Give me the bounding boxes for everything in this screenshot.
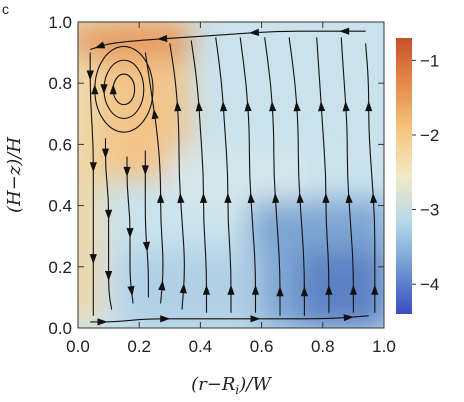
streamline-arrow	[97, 318, 108, 326]
streamline-arrow	[157, 34, 168, 43]
x-axis: 0.0 0.2 0.4 0.6 0.8 1.0	[66, 22, 396, 356]
streamline-arrow	[195, 101, 203, 112]
streamline-arrow	[272, 192, 280, 204]
streamline-arrow	[104, 271, 113, 281]
vortex	[91, 45, 154, 133]
vortex-arrow	[91, 84, 99, 95]
streamline-arrow	[141, 165, 149, 176]
x-tick-label: 1.0	[372, 337, 396, 356]
streamline-arrow	[224, 192, 232, 203]
streamline-arrow	[199, 192, 208, 203]
cold-region	[300, 250, 384, 328]
y-tick-label: 0.8	[48, 74, 72, 93]
streamline-arrow	[101, 148, 110, 159]
streamline-arrow	[127, 285, 135, 297]
streamline-arrow	[345, 192, 353, 204]
streamline-arrow	[325, 284, 333, 295]
streamline-arrow	[322, 192, 330, 203]
y-tick-label: 0.0	[48, 319, 72, 338]
streamline-arrow	[89, 254, 97, 265]
streamline-arrow	[318, 101, 326, 112]
streamline-arrow	[179, 283, 187, 294]
streamline-arrow	[269, 101, 277, 112]
colorbar	[396, 38, 412, 314]
streamline-arrow	[177, 192, 185, 204]
streamline-arrow	[365, 101, 373, 112]
colorbar-tick-label: −3	[420, 201, 439, 220]
streamline-arrow	[86, 70, 94, 81]
streamline-arrow	[160, 315, 171, 323]
streamline-arrow	[126, 228, 134, 239]
x-tick-label: 0.6	[250, 337, 274, 356]
streamline-arrow	[123, 166, 131, 177]
streamline-arrow	[227, 284, 235, 295]
y-tick-label: 1.0	[48, 13, 72, 32]
y-axis-label: (H−z)/H	[4, 137, 25, 213]
streamlines	[86, 27, 379, 326]
panel-letter: c	[2, 1, 9, 17]
x-tick-label: 0.8	[311, 337, 335, 356]
streamline-arrow	[248, 28, 260, 36]
streamline-arrow	[157, 192, 165, 203]
hot-top-band	[78, 30, 190, 55]
streamline-arrow	[251, 284, 260, 295]
streamline-arrow	[94, 41, 106, 49]
streamline-arrow	[371, 284, 379, 295]
streamline-arrow	[339, 27, 350, 35]
streamline-arrow	[293, 101, 301, 112]
streamline-arrow	[158, 280, 166, 291]
streamline-arrow	[276, 286, 284, 297]
streamline	[144, 150, 149, 298]
streamline-arrow	[89, 162, 97, 173]
x-axis-label: (r−Ri)/W	[191, 374, 272, 397]
streamline-arrow	[244, 101, 252, 112]
heatmap	[78, 22, 384, 328]
streamline-arrow	[296, 192, 304, 204]
lower-mid-region	[120, 250, 260, 328]
colorbar-ticks: −1 −2 −3 −4	[412, 51, 439, 294]
streamline-arrow	[142, 241, 151, 252]
streamline-arrow	[343, 314, 354, 322]
x-tick-label: 0.4	[189, 337, 213, 356]
vortex-arrow	[100, 84, 108, 95]
streamline-arrow	[250, 315, 261, 323]
streamline-arrow	[104, 209, 113, 220]
plot-frame	[77, 21, 385, 329]
y-tick-label: 0.4	[48, 197, 72, 216]
y-tick-label: 0.6	[48, 135, 72, 154]
streamline-arrow	[300, 286, 308, 297]
vortex-arrow	[109, 84, 117, 95]
heatmap-blobs	[78, 22, 384, 328]
streamline-arrow	[174, 101, 182, 112]
streamline-arrow	[370, 192, 378, 204]
colorbar-tick-label: −1	[420, 51, 439, 70]
streamline-arrow	[342, 101, 350, 112]
streamline-arrow	[247, 192, 255, 204]
warm-inner-wall	[78, 22, 100, 320]
streamline-arrow	[220, 101, 228, 112]
streamline-arrow	[349, 284, 357, 295]
x-tick-label: 0.0	[66, 337, 90, 356]
colorbar-tick-label: −2	[420, 126, 439, 145]
y-axis: 0.0 0.2 0.4 0.6 0.8 1.0	[48, 13, 384, 338]
y-tick-label: 0.2	[48, 258, 72, 277]
streamline-arrow	[151, 108, 159, 120]
streamline-arrow	[202, 284, 211, 295]
x-tick-label: 0.2	[127, 337, 151, 356]
colorbar-tick-label: −4	[420, 275, 439, 294]
